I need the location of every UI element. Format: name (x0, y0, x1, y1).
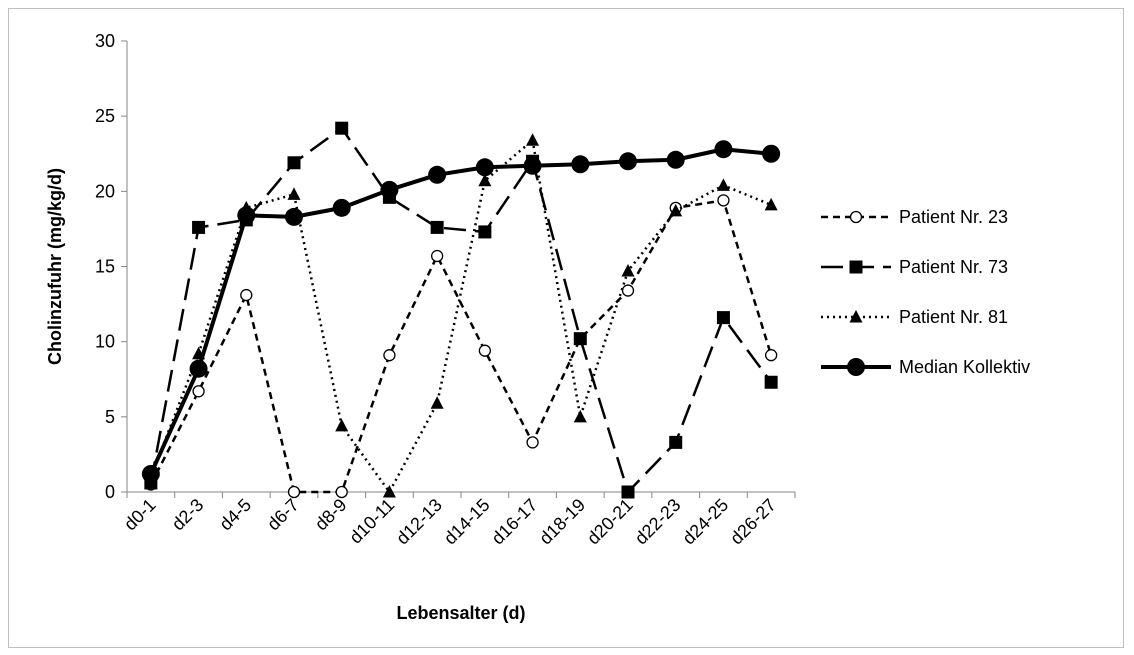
series-4-point-9 (571, 155, 590, 174)
legend-label-3: Patient Nr. 81 (899, 307, 1008, 327)
series-3-point-5 (382, 485, 396, 498)
series-4-point-6 (428, 165, 447, 184)
series-4-point-10 (619, 152, 637, 171)
series-3-point-7 (478, 173, 492, 187)
series-1-point-12 (717, 194, 730, 207)
series-3-point-10 (621, 264, 635, 277)
y-tick-label-6: 30 (95, 31, 115, 51)
series-3-point-3 (287, 187, 301, 200)
series-4-point-12 (714, 140, 733, 159)
series-3-point-12 (716, 178, 730, 191)
x-tick-label-4: d8-9 (311, 495, 351, 535)
series-2-point-6 (430, 220, 444, 234)
x-tick-label-3: d6-7 (263, 495, 303, 535)
series-1-line (149, 199, 773, 494)
legend-item-4: Median Kollektiv (821, 357, 1030, 377)
series-4 (141, 140, 781, 483)
series-1-point-2 (240, 288, 253, 302)
series-1-point-10 (621, 284, 635, 297)
legend-item-1: Patient Nr. 23 (821, 207, 1008, 227)
series-2-point-12 (716, 311, 730, 325)
series-4-point-4 (332, 198, 351, 217)
y-tick-label-2: 10 (95, 332, 115, 352)
legend-marker-2 (849, 260, 863, 274)
x-tick-label-0: d0-1 (120, 495, 160, 535)
series-3-line (149, 138, 772, 494)
series-1-point-13 (764, 349, 778, 362)
series-2-point-7 (478, 225, 492, 239)
series-3-point-13 (764, 197, 778, 211)
series-1-point-4 (335, 485, 348, 499)
series-2-point-4 (335, 121, 349, 135)
series-4-point-2 (237, 206, 256, 225)
y-tick-label-0: 0 (105, 482, 115, 502)
x-tick-label-10: d20-21 (583, 495, 637, 549)
x-tick-label-7: d14-15 (440, 495, 494, 549)
x-tick-label-5: d10-11 (345, 495, 398, 548)
series-2-point-3 (287, 156, 301, 170)
y-axis-title: Cholinzufuhr (mg/kg/d) (45, 168, 65, 365)
series-4-point-0 (141, 464, 160, 483)
series-1-point-5 (383, 349, 396, 362)
series-3-point-6 (430, 396, 444, 409)
legend-marker-3 (849, 310, 863, 323)
y-tick-label-5: 25 (95, 106, 115, 126)
series-4-point-1 (189, 359, 208, 378)
legend-marker-4 (847, 358, 865, 376)
series-3 (144, 133, 778, 498)
x-tick-label-8: d16-17 (488, 495, 542, 549)
series-4-line (149, 147, 772, 475)
legend-label-1: Patient Nr. 23 (899, 207, 1008, 227)
legend-item-3: Patient Nr. 81 (821, 307, 1008, 327)
chart-frame: 0 5 10 15 20 25 30 d0-1 d2-3 d4-5 d6-7 d8-9 d10-11 d1… (8, 8, 1124, 648)
series-2-point-10 (621, 485, 635, 499)
series-1-point-7 (478, 344, 492, 357)
series-3-point-11 (669, 203, 683, 217)
series-4-point-3 (285, 207, 303, 226)
legend-marker-1 (849, 210, 863, 224)
series-1-point-8 (526, 436, 539, 449)
series-2-line (149, 126, 773, 494)
x-tick-label-11: d22-23 (631, 495, 685, 549)
y-tick-label-3: 15 (95, 257, 115, 277)
x-tick-label-12: d24-25 (678, 495, 732, 549)
series-4-point-5 (380, 180, 399, 199)
x-tick-label-13: d26-27 (726, 495, 780, 549)
series-2-point-1 (192, 220, 206, 234)
x-axis-title: Lebensalter (d) (396, 603, 525, 623)
series-1-point-1 (192, 385, 205, 398)
x-tick-label-6: d12-13 (392, 495, 446, 549)
series-1-point-3 (287, 485, 301, 499)
legend-item-2: Patient Nr. 73 (821, 257, 1008, 277)
series-4-point-13 (762, 144, 781, 163)
x-tick-label-9: d18-19 (535, 495, 589, 549)
series-2-point-11 (669, 435, 683, 449)
y-tick-label-4: 20 (95, 181, 115, 201)
series-2-point-9 (573, 332, 587, 346)
series-4-point-8 (523, 156, 542, 175)
series-2-point-13 (764, 375, 778, 389)
x-tick-label-2: d4-5 (215, 495, 255, 535)
series-1-point-6 (430, 249, 444, 263)
series-3-point-9 (573, 409, 587, 423)
series-4-point-11 (666, 150, 685, 169)
series-3-point-8 (526, 133, 540, 146)
series-4-point-7 (475, 158, 494, 177)
y-tick-label-1: 5 (105, 407, 115, 427)
legend-label-2: Patient Nr. 73 (899, 257, 1008, 277)
x-tick-label-1: d2-3 (168, 495, 208, 535)
series-3-point-4 (335, 418, 349, 432)
legend-label-4: Median Kollektiv (899, 357, 1030, 377)
